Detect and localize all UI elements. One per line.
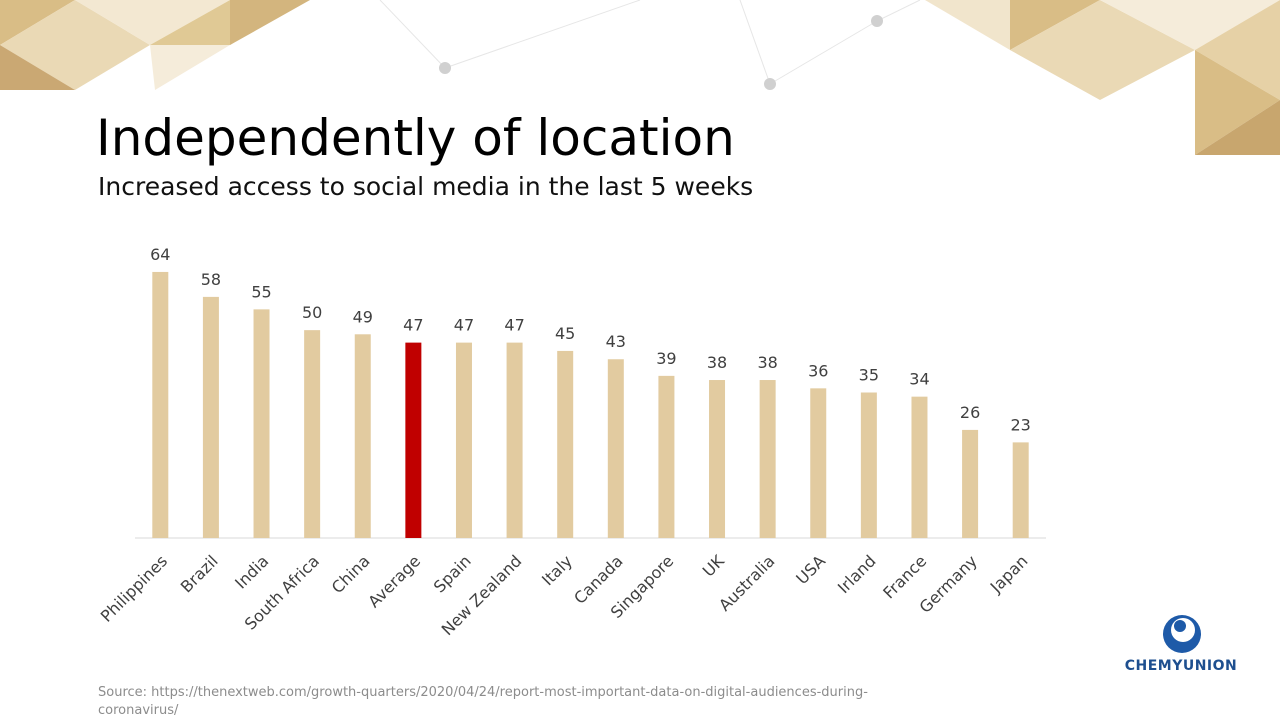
value-label: 26 — [960, 403, 980, 422]
bar — [202, 296, 219, 538]
logo: CHEMYUNION — [1125, 615, 1238, 674]
bar — [860, 392, 877, 538]
x-tick-label: Australia — [715, 551, 778, 614]
value-label: 35 — [859, 366, 879, 385]
x-tick-label: Spain — [430, 551, 475, 596]
value-label: 47 — [454, 316, 474, 335]
value-label: 47 — [504, 316, 524, 335]
x-tick-label: USA — [792, 551, 829, 588]
bar — [354, 334, 371, 538]
x-tick-label: China — [328, 551, 374, 597]
x-tick-label: Irland — [834, 551, 880, 597]
x-tick-label: UK — [699, 551, 728, 580]
value-label: 64 — [150, 245, 170, 264]
value-label: 38 — [707, 353, 727, 372]
bar — [557, 350, 574, 538]
value-label: 55 — [251, 282, 271, 301]
value-label: 45 — [555, 324, 575, 343]
value-label: 36 — [808, 361, 828, 380]
x-tick-label: Italy — [538, 551, 576, 589]
source-note: Source: https://thenextweb.com/growth-qu… — [98, 685, 868, 718]
bar — [607, 359, 624, 538]
value-label: 23 — [1011, 415, 1031, 434]
value-label: 49 — [353, 307, 373, 326]
bar — [152, 271, 169, 538]
x-tick-label: Japan — [986, 551, 1032, 597]
bar — [405, 342, 422, 538]
x-tick-label: India — [231, 551, 272, 592]
value-label: 38 — [757, 353, 777, 372]
decoration — [0, 0, 1280, 155]
bar — [911, 396, 928, 538]
bar — [962, 429, 979, 538]
bar — [1012, 442, 1029, 538]
logo-text: CHEMYUNION — [1125, 658, 1238, 674]
chart-subtitle: Increased access to social media in the … — [98, 172, 753, 201]
chart-title: Independently of location — [96, 109, 735, 167]
value-label: 50 — [302, 303, 322, 322]
value-label: 58 — [201, 270, 221, 289]
bar — [455, 342, 472, 538]
x-tick-label: Brazil — [177, 551, 222, 596]
x-tick-label: Average — [364, 551, 424, 611]
bar — [658, 375, 675, 538]
value-label: 34 — [909, 370, 929, 389]
bar — [759, 380, 776, 538]
bar — [709, 380, 726, 538]
bar — [253, 309, 270, 538]
x-tick-label: Philippines — [97, 551, 171, 625]
bar — [304, 330, 321, 538]
bar — [810, 388, 827, 538]
value-label: 43 — [606, 332, 626, 351]
value-label: 39 — [656, 349, 676, 368]
x-tick-label: France — [879, 551, 930, 602]
bar — [506, 342, 523, 538]
value-label: 47 — [403, 316, 423, 335]
